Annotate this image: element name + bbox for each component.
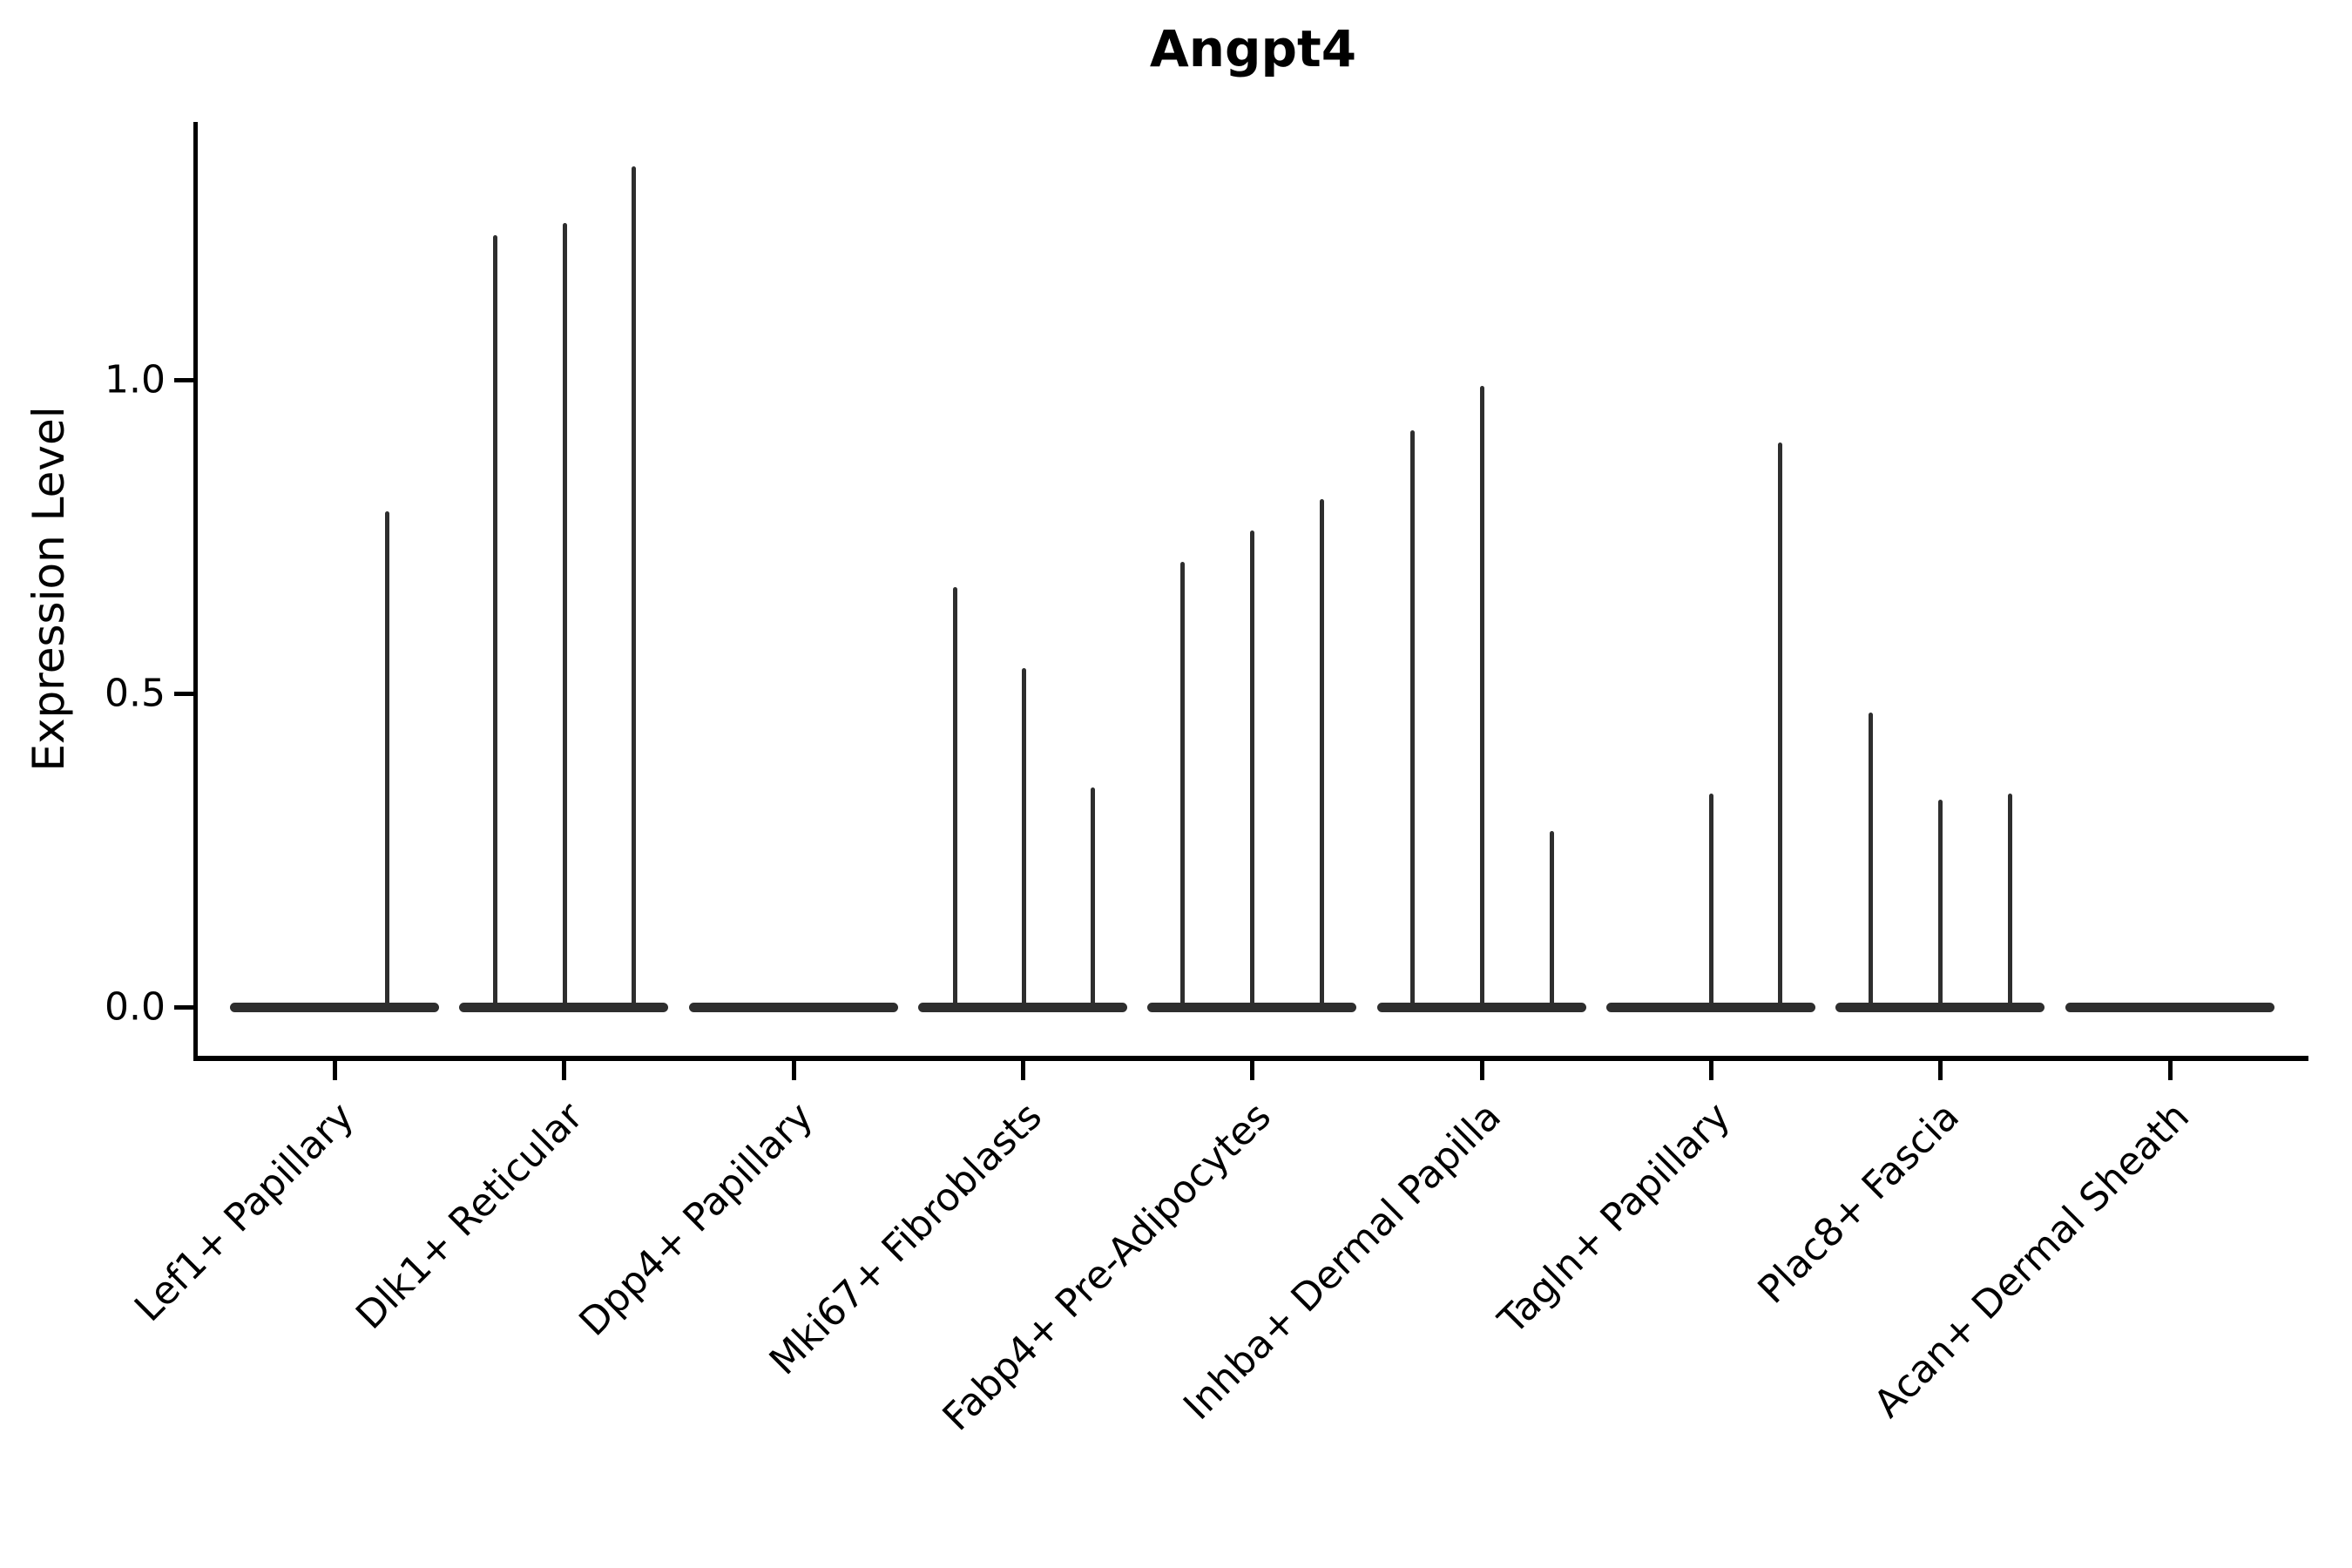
violin-zero-band	[459, 1002, 668, 1012]
y-tick-mark	[174, 691, 193, 696]
x-tick-mark	[1937, 1061, 1943, 1080]
violin-spike	[1090, 787, 1095, 1007]
violin-spike	[631, 166, 636, 1007]
violin-spike	[1549, 831, 1554, 1007]
violin-spike	[1708, 794, 1713, 1007]
violin-zero-band	[1377, 1002, 1586, 1012]
x-tick-label: Dpp4+ Papillary	[571, 1093, 822, 1345]
x-tick-mark	[1479, 1061, 1484, 1080]
y-tick-label: 1.0	[105, 357, 166, 402]
x-tick-mark	[561, 1061, 566, 1080]
x-tick-mark	[791, 1061, 796, 1080]
chart-title: Angpt4	[1149, 19, 1357, 78]
violin-spike	[1777, 443, 1782, 1007]
violin-spike	[1319, 498, 1324, 1007]
x-tick-mark	[1708, 1061, 1713, 1080]
x-tick-mark	[1020, 1061, 1025, 1080]
violin-zero-band	[230, 1002, 439, 1012]
violin-zero-band	[1147, 1002, 1356, 1012]
y-tick-mark	[174, 1004, 193, 1010]
violin-spike	[1409, 429, 1415, 1007]
violin-spike	[1021, 668, 1026, 1007]
y-axis-label: Expression Level	[24, 406, 74, 772]
violin-spike	[562, 223, 567, 1007]
violin-zero-band	[1606, 1002, 1815, 1012]
x-tick-label: Tagln+ Papillary	[1490, 1093, 1740, 1343]
x-tick-mark	[1249, 1061, 1254, 1080]
violin-spike	[1249, 530, 1254, 1007]
violin-zero-band	[689, 1002, 898, 1012]
y-tick-label: 0.0	[105, 984, 166, 1030]
violin-zero-band	[918, 1002, 1127, 1012]
x-tick-mark	[332, 1061, 337, 1080]
violin-spike	[952, 586, 957, 1007]
violin-spike	[1479, 386, 1484, 1007]
violin-spike	[2007, 794, 2012, 1007]
y-tick-mark	[174, 377, 193, 382]
x-axis-spine	[193, 1056, 2308, 1061]
y-axis-spine	[193, 122, 198, 1061]
violin-spike	[1868, 712, 1873, 1007]
violin-spike	[1179, 561, 1185, 1007]
violin-zero-band	[1835, 1002, 2044, 1012]
y-tick-label: 0.5	[105, 671, 166, 716]
x-tick-label: Dlk1+ Reticular	[348, 1093, 592, 1338]
x-tick-mark	[2167, 1061, 2173, 1080]
violin-spike	[492, 235, 497, 1007]
violin-spike	[1937, 800, 1943, 1007]
x-tick-label: Lef1+ Papillary	[125, 1093, 363, 1331]
violin-zero-band	[2065, 1002, 2274, 1012]
x-tick-label: Plac8+ Fascia	[1749, 1093, 1969, 1313]
violin-spike	[384, 511, 389, 1007]
